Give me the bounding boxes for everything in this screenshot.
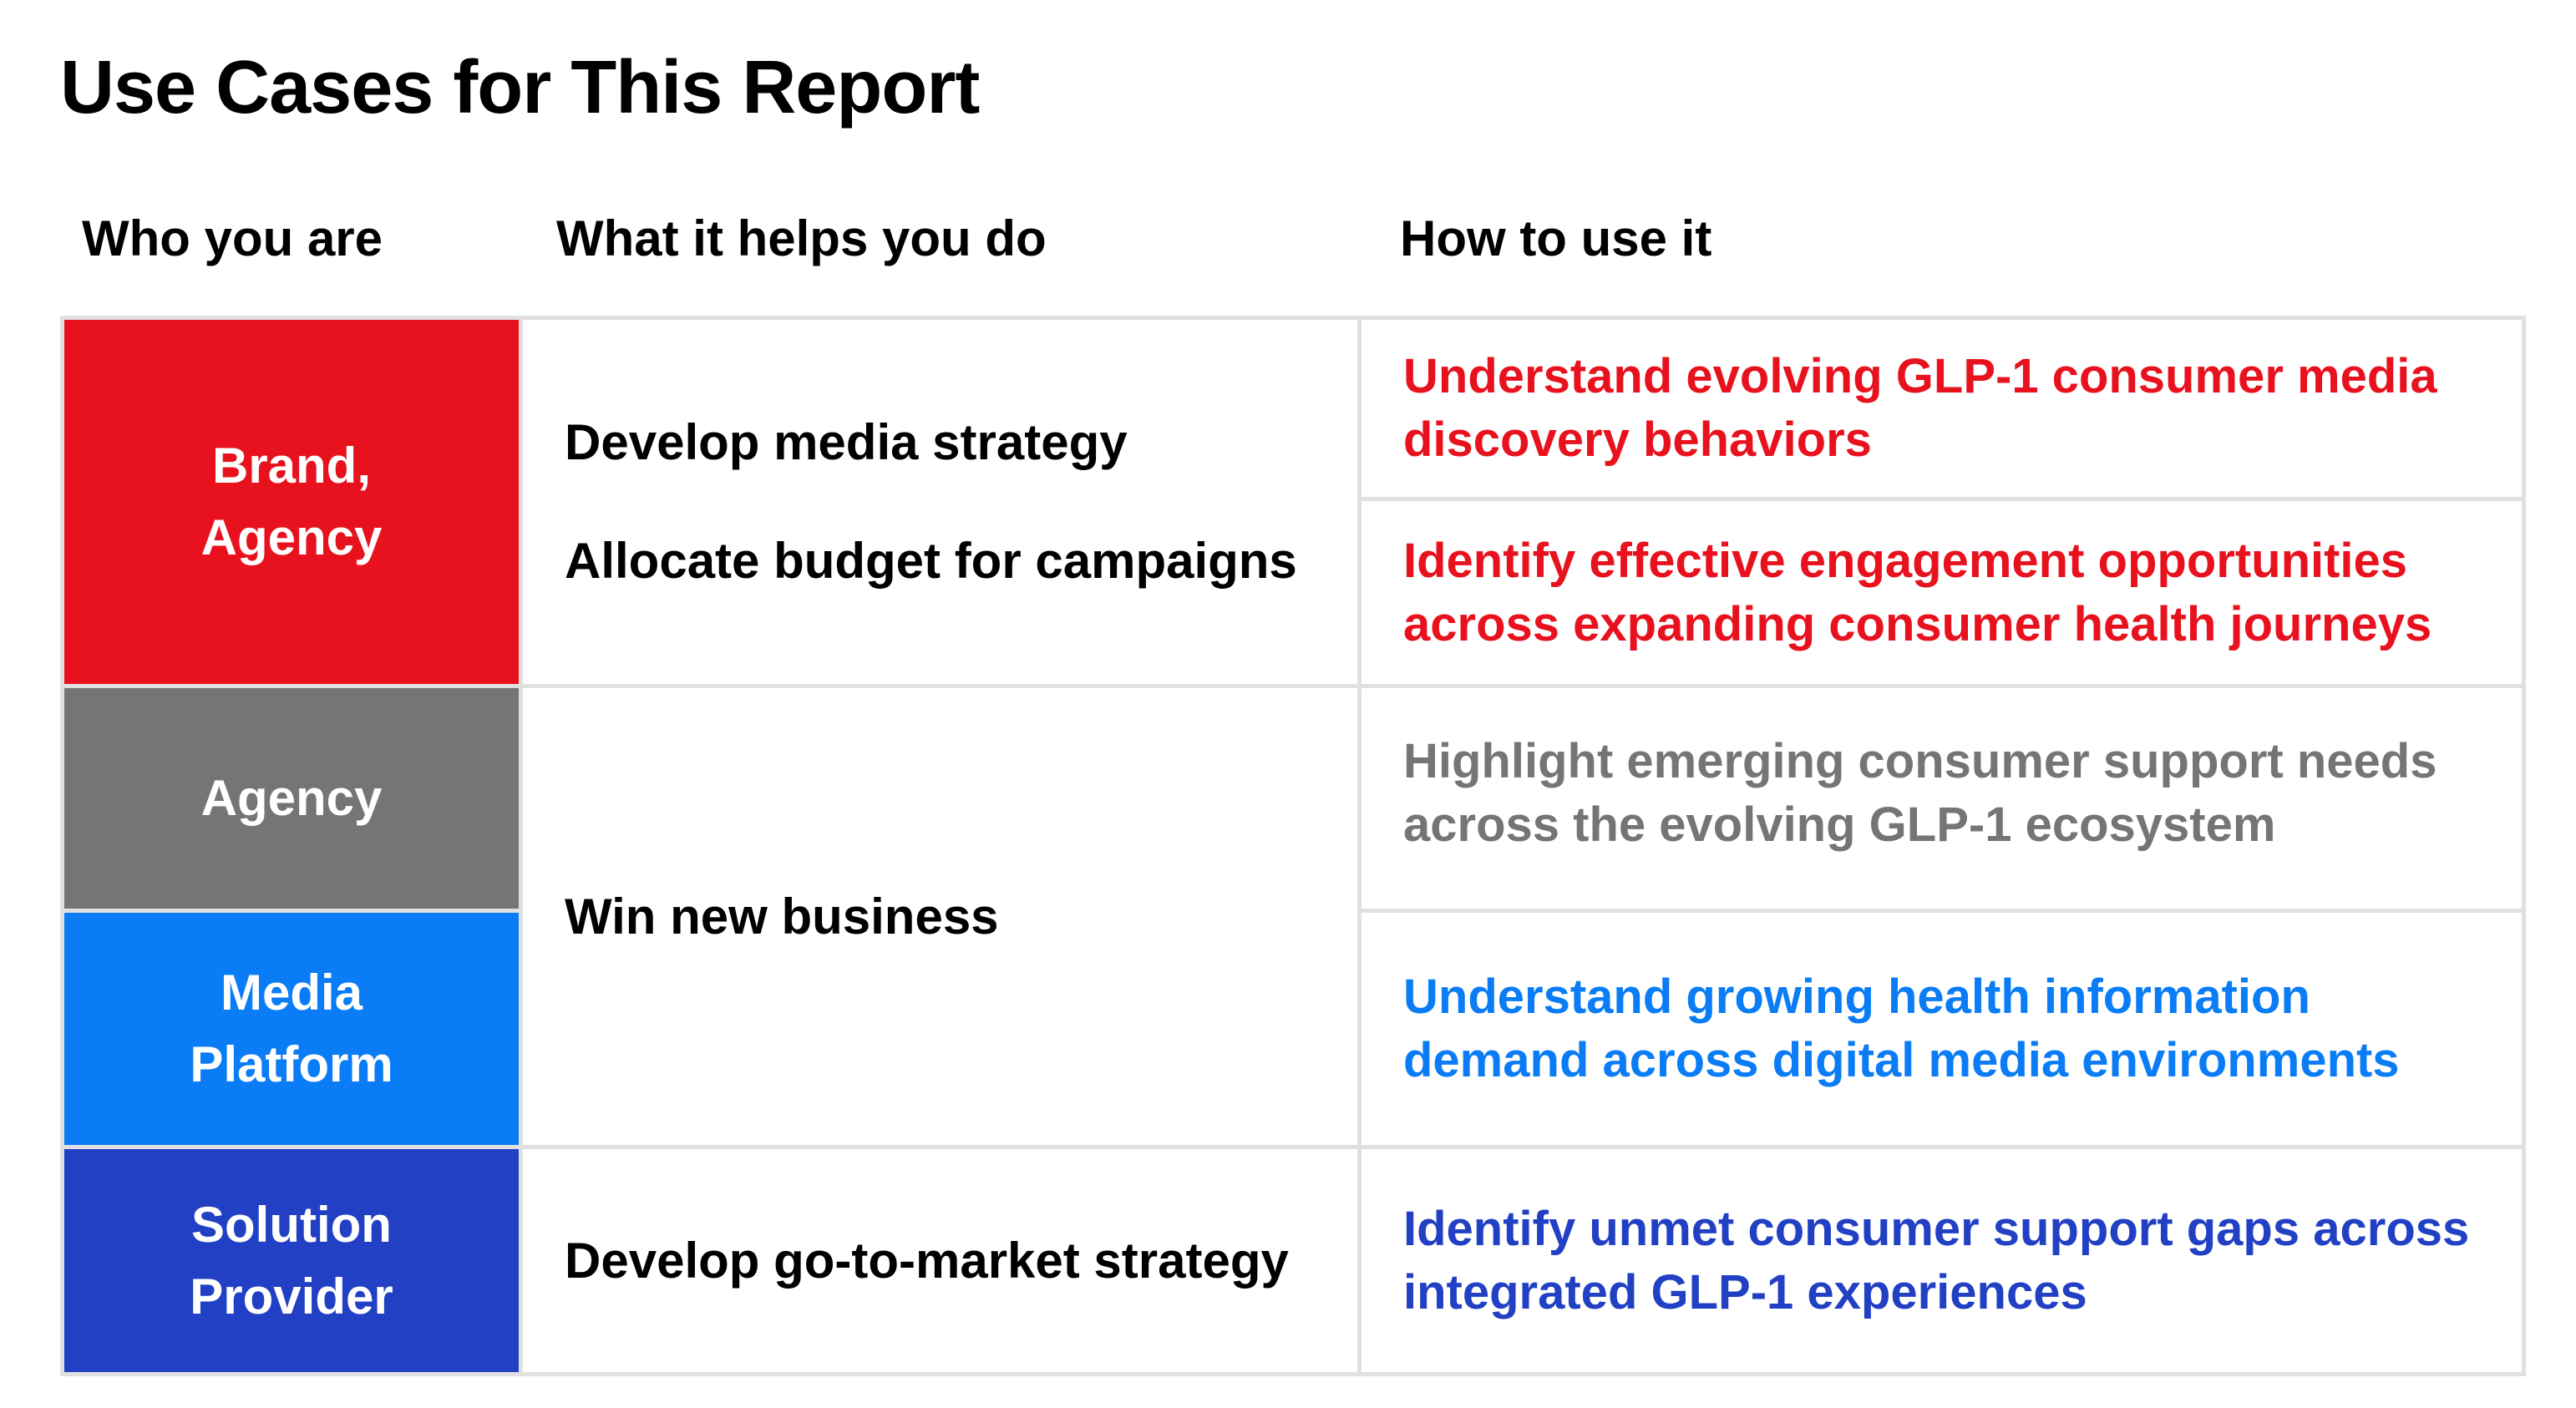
- column-header-how: How to use it: [1400, 210, 1712, 266]
- page-title: Use Cases for This Report: [60, 46, 980, 129]
- what-cell-new-business: Win new business: [519, 688, 1357, 1145]
- column-header-who: Who you are: [82, 210, 383, 266]
- what-cell-go-to-market: Develop go-to-market strategy: [519, 1149, 1357, 1372]
- what-line: Develop go-to-market strategy: [565, 1232, 1289, 1289]
- column-header-what: What it helps you do: [556, 210, 1047, 266]
- who-cell-brand-agency: Brand, Agency: [64, 320, 519, 684]
- what-line: Allocate budget for campaigns: [565, 533, 1297, 589]
- use-cases-table: Brand, Agency Agency Media Platform Solu…: [60, 316, 2526, 1376]
- who-cell-agency: Agency: [64, 688, 519, 909]
- what-line: Develop media strategy: [565, 414, 1128, 470]
- who-cell-solution-provider: Solution Provider: [64, 1149, 519, 1372]
- what-cell-media-budget: Develop media strategy Allocate budget f…: [519, 320, 1357, 684]
- what-line: Win new business: [565, 888, 999, 945]
- how-cell-1: Understand evolving GLP-1 consumer media…: [1357, 320, 2522, 497]
- how-cell-2: Identify effective engagement opportunit…: [1357, 501, 2522, 684]
- how-cell-4: Understand growing health information de…: [1357, 913, 2522, 1145]
- how-cell-5: Identify unmet consumer support gaps acr…: [1357, 1149, 2522, 1372]
- how-cell-3: Highlight emerging consumer support need…: [1357, 688, 2522, 909]
- who-cell-media-platform: Media Platform: [64, 913, 519, 1145]
